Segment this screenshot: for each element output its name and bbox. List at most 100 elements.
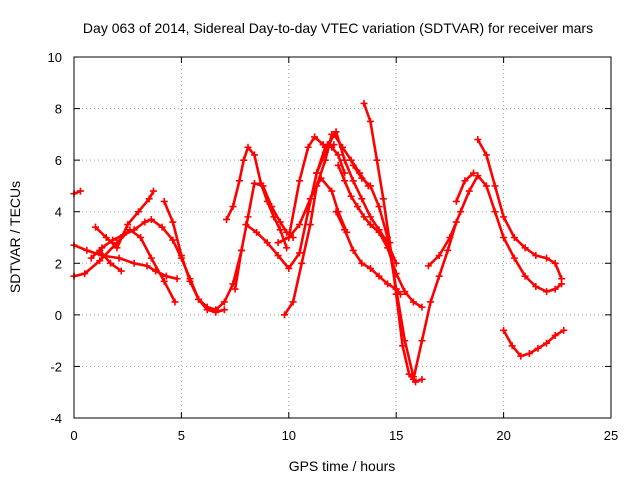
x-tick-label: 20: [496, 428, 510, 443]
data-point-marker: [551, 285, 559, 293]
data-point-marker: [334, 161, 342, 169]
data-point-marker: [147, 254, 155, 262]
data-point-marker: [474, 172, 482, 180]
series-arc-03: [70, 241, 181, 283]
data-point-marker: [401, 337, 409, 345]
data-point-marker: [560, 326, 568, 334]
data-point-marker: [347, 156, 355, 164]
data-point-marker: [435, 272, 443, 280]
data-point-marker: [283, 244, 291, 252]
data-point-marker: [231, 285, 239, 293]
data-point-marker: [424, 262, 432, 270]
data-point-marker: [83, 246, 91, 254]
data-point-marker: [341, 226, 349, 234]
data-point-marker: [281, 311, 289, 319]
series-arc-22: [452, 169, 478, 205]
data-point-marker: [276, 226, 284, 234]
data-point-marker: [134, 208, 142, 216]
series-arc-20: [409, 218, 460, 383]
data-point-marker: [349, 246, 357, 254]
data-point-marker: [143, 262, 151, 270]
data-point-marker: [285, 234, 293, 241]
data-point-marker: [323, 141, 331, 149]
series-line: [351, 164, 415, 378]
data-point-marker: [296, 177, 304, 185]
data-point-marker: [360, 213, 368, 221]
data-point-marker: [366, 264, 374, 272]
y-tick-label: 4: [55, 205, 62, 220]
data-point-marker: [354, 203, 362, 211]
data-point-marker: [304, 143, 312, 151]
data-point-marker: [551, 259, 559, 267]
data-point-marker: [274, 239, 282, 247]
data-point-marker: [186, 277, 194, 285]
data-point-marker: [500, 326, 508, 334]
data-point-marker: [534, 344, 542, 352]
data-point-marker: [306, 221, 314, 229]
data-point-marker: [409, 375, 417, 383]
data-point-marker: [238, 246, 246, 254]
data-point-marker: [358, 259, 366, 267]
y-tick-label: -2: [50, 359, 62, 374]
series-arc-06: [96, 246, 125, 275]
data-point-marker: [375, 228, 383, 236]
data-point-marker: [141, 218, 149, 226]
data-point-marker: [418, 337, 426, 345]
series-line: [476, 138, 563, 281]
data-point-marker: [171, 298, 179, 306]
data-point-marker: [76, 187, 84, 195]
data-point-marker: [360, 99, 368, 107]
data-point-marker: [521, 272, 529, 280]
series-arc-24: [500, 326, 568, 360]
data-point-marker: [341, 156, 349, 164]
series-arc-09: [231, 179, 297, 293]
x-tick-label: 15: [389, 428, 403, 443]
data-point-marker: [358, 174, 366, 182]
data-point-marker: [296, 221, 304, 229]
data-point-marker: [474, 136, 482, 144]
chart-title: Day 063 of 2014, Sidereal Day-to-day VTE…: [83, 20, 593, 36]
data-point-marker: [160, 197, 168, 205]
series-arc-18: [360, 99, 426, 386]
series-arc-23: [474, 136, 566, 283]
y-tick-label: 10: [48, 50, 62, 65]
series-line: [72, 228, 177, 304]
data-point-marker: [113, 244, 121, 252]
data-point-marker: [401, 288, 409, 296]
data-point-marker: [276, 218, 284, 226]
x-tick-label: 10: [282, 428, 296, 443]
data-point-marker: [517, 352, 525, 360]
data-point-marker: [87, 254, 95, 262]
data-point-marker: [366, 213, 374, 221]
data-point-marker: [289, 298, 297, 306]
data-point-marker: [195, 295, 203, 303]
data-point-marker: [223, 215, 231, 223]
data-point-marker: [500, 234, 508, 241]
data-point-marker: [253, 228, 261, 236]
data-point-marker: [349, 161, 357, 169]
plot-frame: [73, 56, 612, 419]
series-arc-21: [424, 172, 566, 296]
data-point-marker: [375, 272, 383, 280]
series-line: [162, 200, 243, 311]
data-point-marker: [347, 192, 355, 200]
data-point-marker: [96, 246, 104, 254]
data-point-marker: [379, 195, 387, 203]
data-point-marker: [543, 339, 551, 347]
data-point-marker: [263, 239, 271, 247]
data-point-marker: [558, 275, 566, 283]
data-point-marker: [117, 267, 125, 275]
data-point-marker: [482, 182, 490, 190]
data-point-marker: [244, 143, 252, 151]
data-point-marker: [147, 215, 155, 223]
data-point-marker: [169, 218, 177, 226]
y-axis-label: SDTVAR / TECUs: [7, 181, 23, 293]
data-point-marker: [341, 177, 349, 185]
data-point-marker: [115, 254, 123, 262]
data-point-marker: [313, 169, 321, 177]
data-point-marker: [435, 252, 443, 260]
y-tick-label: 2: [55, 256, 62, 271]
data-point-marker: [457, 208, 465, 216]
data-point-marker: [229, 203, 237, 211]
data-point-marker: [375, 203, 383, 211]
